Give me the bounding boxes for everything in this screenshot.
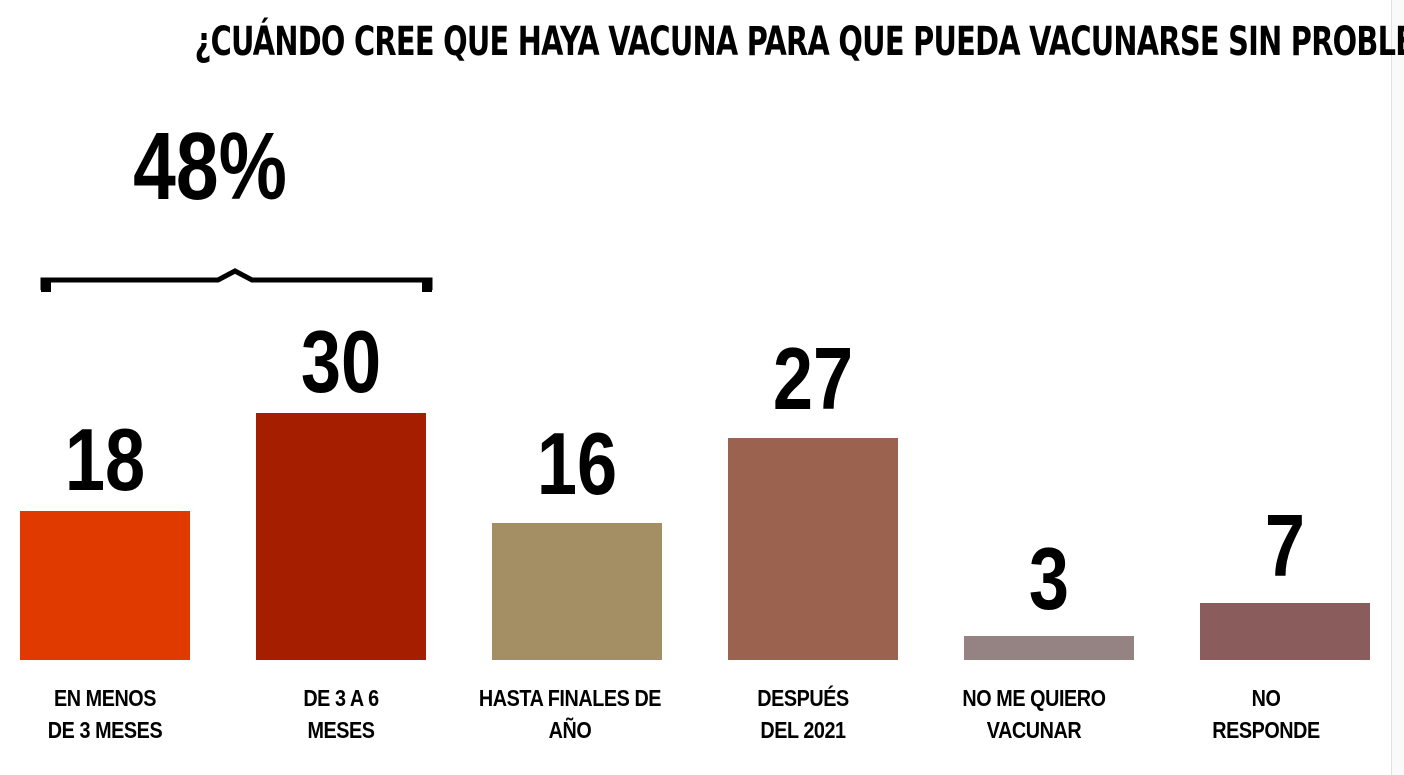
category-label-line: VACUNAR bbox=[986, 717, 1082, 743]
bar-despues-del-2021 bbox=[728, 438, 898, 660]
category-label-line: NO bbox=[1251, 685, 1281, 711]
bar-en-menos-de-3-meses bbox=[20, 511, 190, 660]
category-label: NO ME QUIERO VACUNAR bbox=[931, 682, 1137, 746]
category-label-line: RESPONDE bbox=[1212, 717, 1320, 743]
combined-percentage-annotation: 48% bbox=[133, 113, 287, 220]
category-label-line: HASTA FINALES DE bbox=[478, 685, 662, 711]
bar-value-label: 16 bbox=[536, 414, 618, 513]
category-label: EN MENOS DE 3 MESES bbox=[2, 682, 208, 746]
bar-no-me-quiero-vacunar bbox=[964, 636, 1134, 660]
category-label-line: DEL 2021 bbox=[760, 717, 846, 743]
category-label: HASTA FINALES DE AÑO bbox=[467, 682, 673, 746]
bar-value-label: 27 bbox=[772, 329, 854, 428]
bar-value-label: 7 bbox=[1264, 496, 1306, 595]
category-label-line: MESES bbox=[307, 717, 375, 743]
bar-value-label: 18 bbox=[64, 410, 146, 509]
category-label-line: EN MENOS bbox=[53, 685, 157, 711]
category-label-line: DE 3 MESES bbox=[47, 717, 163, 743]
bar-de-3-a-6-meses bbox=[256, 413, 426, 660]
page-edge bbox=[1391, 0, 1404, 775]
category-label-line: AÑO bbox=[548, 717, 592, 743]
chart-title: ¿CUÁNDO CREE QUE HAYA VACUNA PARA QUE PU… bbox=[194, 19, 1404, 65]
bar-value-label: 30 bbox=[300, 312, 382, 411]
category-label: NO RESPONDE bbox=[1163, 682, 1369, 746]
bar-no-responde bbox=[1200, 603, 1370, 660]
category-label: DESPUÉS DEL 2021 bbox=[700, 682, 906, 746]
category-label-line: DE 3 A 6 bbox=[303, 685, 379, 711]
category-label: DE 3 A 6 MESES bbox=[238, 682, 444, 746]
bar-value-label: 3 bbox=[1028, 529, 1070, 628]
category-label-line: DESPUÉS bbox=[757, 685, 849, 711]
bar-hasta-finales-de-ano bbox=[492, 523, 662, 660]
brace-annotation-icon bbox=[40, 268, 433, 292]
category-label-line: NO ME QUIERO bbox=[962, 685, 1106, 711]
